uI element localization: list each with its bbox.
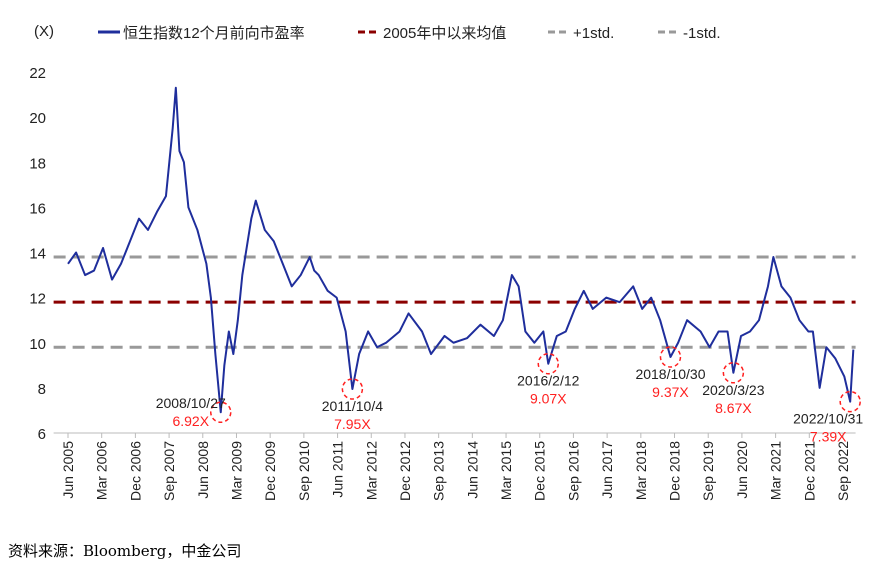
annotation-value: 7.95X: [334, 416, 371, 432]
x-tick-label: Dec 2009: [262, 441, 278, 501]
x-tick-label: Dec 2015: [532, 441, 548, 501]
x-tick-label: Dec 2006: [127, 441, 143, 501]
annotation-circle: [722, 362, 745, 384]
annotation-date: 2011/10/4: [322, 398, 383, 414]
annotation-value: 9.37X: [652, 384, 689, 400]
annotation-value: 8.67X: [715, 400, 752, 416]
x-tick-label: Jun 2005: [60, 441, 76, 499]
x-tick-label: Jun 2020: [734, 441, 750, 499]
x-tick-label: Mar 2018: [633, 441, 649, 500]
y-tick-label: 18: [29, 155, 46, 172]
annotation-value: 6.92X: [172, 413, 209, 429]
x-tick-label: Dec 2021: [801, 441, 817, 501]
pe-series-line: [67, 86, 855, 414]
x-tick-label: Dec 2018: [667, 441, 683, 501]
x-tick-label: Dec 2012: [397, 441, 413, 501]
annotation-value: 7.39X: [810, 429, 847, 445]
legend-label: -1std.: [683, 25, 721, 42]
annotation-date: 2018/10/30: [635, 366, 705, 382]
y-tick-label: 8: [38, 381, 46, 398]
x-tick-label: Mar 2021: [768, 441, 784, 500]
annotation-circle: [210, 401, 232, 423]
annotation-date: 2022/10/31: [793, 411, 863, 427]
y-tick-label: 22: [29, 65, 46, 82]
annotation-date: 2020/3/23: [702, 382, 764, 398]
legend-label: 恒生指数12个月前向市盈率: [123, 25, 305, 42]
annotation-circle: [341, 378, 364, 400]
x-tick-label: Sep 2007: [161, 441, 177, 501]
y-tick-label: 10: [29, 336, 46, 353]
x-tick-label: Sep 2013: [431, 441, 447, 501]
annotation-date: 2016/2/12: [517, 373, 579, 389]
x-tick-label: Jun 2008: [195, 441, 211, 499]
annotation-date: 2008/10/27: [156, 395, 226, 411]
x-tick-label: Sep 2022: [835, 441, 851, 501]
y-tick-label: 12: [29, 291, 46, 308]
x-tick-label: Sep 2019: [700, 441, 716, 501]
y-tick-label: 20: [29, 110, 46, 127]
x-tick-label: Sep 2016: [565, 441, 581, 501]
x-tick-label: Jun 2014: [464, 441, 480, 499]
annotation-value: 9.07X: [530, 391, 567, 407]
x-tick-label: Mar 2015: [498, 441, 514, 500]
annotation-circle: [839, 390, 861, 413]
legend-label: 2005年中以来均值: [383, 25, 506, 42]
y-tick-label: 16: [29, 200, 46, 217]
source-note: 资料来源：Bloomberg，中金公司: [8, 542, 242, 560]
legend-label: +1std.: [573, 25, 614, 42]
x-tick-label: Mar 2009: [228, 441, 244, 500]
y-tick-label: 6: [38, 426, 46, 443]
x-tick-label: Sep 2010: [296, 441, 312, 501]
annotation-circle: [659, 346, 682, 368]
x-tick-label: Mar 2006: [94, 441, 110, 500]
y-tick-label: 14: [29, 246, 46, 263]
x-tick-label: Mar 2012: [363, 441, 379, 500]
annotation-circle: [537, 352, 560, 375]
y-unit-label: (X): [34, 23, 54, 40]
x-tick-label: Jun 2017: [599, 441, 615, 499]
x-tick-label: Jun 2011: [330, 441, 346, 498]
